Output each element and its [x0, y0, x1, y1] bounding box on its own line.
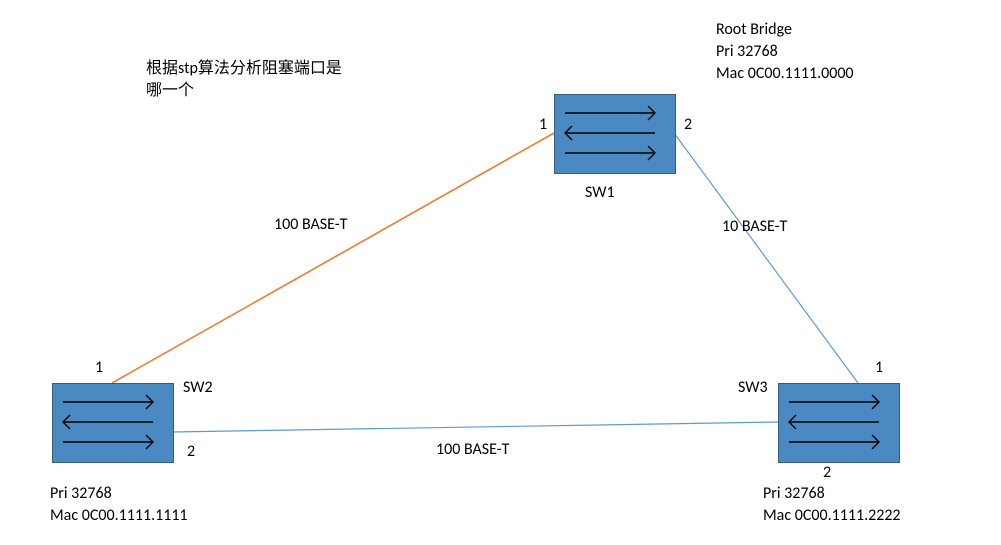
switch-sw2: [52, 383, 174, 463]
link-sw1-sw3: [674, 133, 858, 383]
link-sw2-sw3: [172, 422, 778, 432]
diagram-canvas: { "canvas":{"width":1001,"height":545,"b…: [0, 0, 1001, 545]
links-layer: [0, 0, 1001, 545]
switch-sw1: [554, 94, 676, 174]
switch-sw3: [778, 383, 900, 463]
link-sw1-sw2: [112, 133, 554, 383]
